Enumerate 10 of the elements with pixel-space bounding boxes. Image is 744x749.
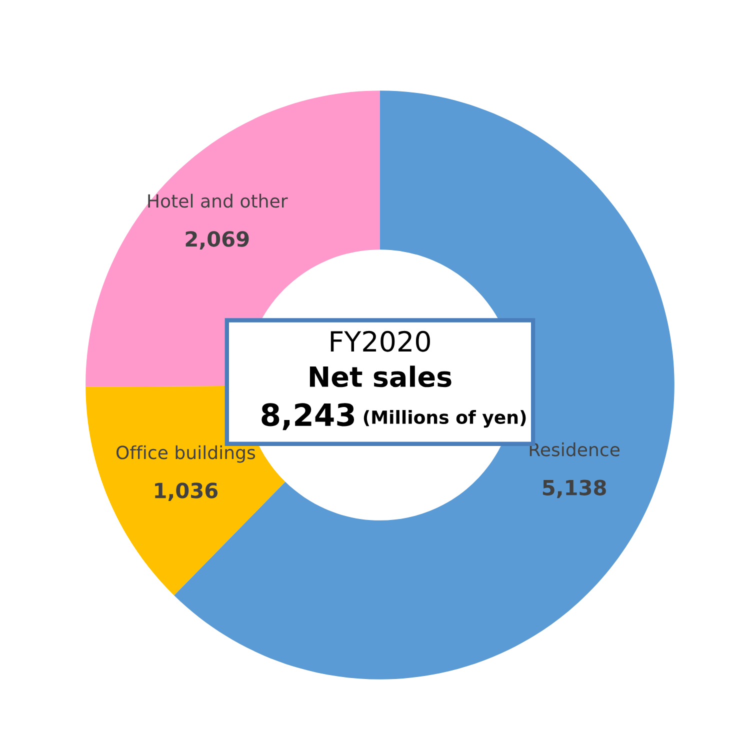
slice-label: Residence bbox=[530, 442, 620, 456]
slice-label: Hotel and other bbox=[148, 194, 288, 208]
data-label: 2,069 bbox=[186, 231, 249, 250]
text: 8,243 bbox=[262, 403, 354, 430]
text: (Millions of yen) bbox=[364, 410, 526, 428]
data-label: 5,138 bbox=[542, 480, 606, 498]
slice-label: Office buildings bbox=[116, 445, 256, 463]
text: Net sales bbox=[310, 366, 452, 388]
data-label: 1,036 bbox=[155, 482, 218, 502]
text: FY2020 bbox=[330, 330, 430, 352]
